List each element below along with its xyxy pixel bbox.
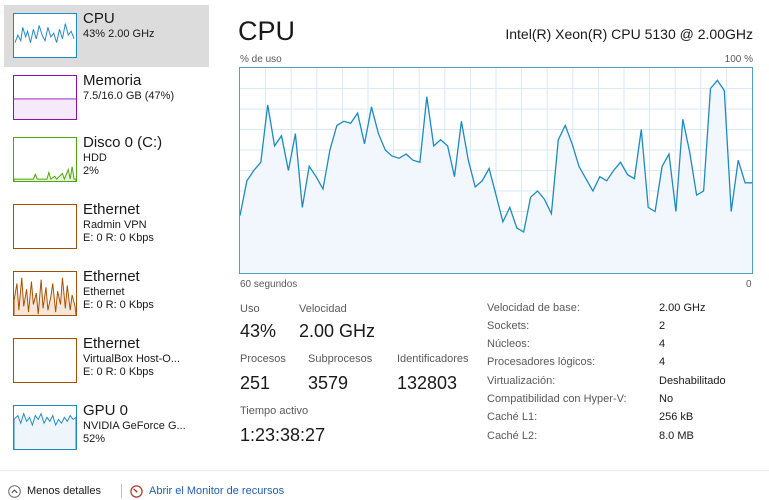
cpu-usage-graph-canvas: [240, 68, 752, 273]
sidebar-item-title: Ethernet: [83, 268, 140, 285]
disk-graph-icon: [13, 137, 77, 182]
less-details-label: Menos detalles: [27, 485, 101, 497]
handles-label: Identificadores: [397, 353, 469, 365]
sidebar-item-sub: HDD: [83, 152, 107, 164]
threads-value: 3579: [308, 373, 349, 393]
detail-label-l1-cache: Caché L1:: [487, 411, 538, 423]
detail-label-virtualization: Virtualización:: [487, 375, 556, 387]
ethernet-graph-icon: [13, 338, 77, 383]
graph-y-label: % de uso: [240, 54, 282, 65]
sidebar-item-sub: E: 0 R: 0 Kbps: [83, 232, 154, 244]
sidebar-item-memory[interactable]: Memoria 7.5/16.0 GB (47%): [4, 67, 209, 129]
usage-value: 43%: [240, 321, 277, 341]
sidebar-item-sub: E: 0 R: 0 Kbps: [83, 366, 154, 378]
sidebar-item-title: CPU: [83, 10, 115, 27]
processes-label: Procesos: [240, 353, 286, 365]
processes-value: 251: [240, 373, 271, 393]
handles-value: 132803: [397, 373, 458, 393]
cpu-model-name: Intel(R) Xeon(R) CPU 5130 @ 2.00GHz: [505, 26, 753, 42]
gpu-graph-icon: [13, 405, 77, 450]
graph-x-min-label: 0: [746, 279, 752, 290]
threads-label: Subprocesos: [308, 353, 373, 365]
sidebar-item-title: Ethernet: [83, 335, 140, 352]
detail-label-cores: Núcleos:: [487, 338, 530, 350]
ethernet-graph-icon: [13, 204, 77, 249]
detail-value-sockets: 2: [659, 320, 666, 332]
detail-value-base-speed: 2.00 GHz: [659, 302, 706, 314]
ethernet-graph-icon: [13, 271, 77, 316]
sidebar-item-cpu[interactable]: CPU 43% 2.00 GHz: [4, 5, 209, 67]
uptime-value: 1:23:38:27: [240, 425, 326, 445]
detail-value-l2-cache: 8.0 MB: [659, 430, 694, 442]
usage-label: Uso: [240, 303, 260, 315]
detail-value-cores: 4: [659, 338, 666, 350]
resource-monitor-icon: [130, 484, 143, 498]
resource-monitor-label: Abrir el Monitor de recursos: [149, 485, 285, 497]
sidebar: CPU 43% 2.00 GHz Memoria 7.5/16.0 GB (47…: [0, 0, 211, 470]
sidebar-item-sub: NVIDIA GeForce G...: [83, 420, 186, 432]
detail-label-base-speed: Velocidad de base:: [487, 302, 580, 314]
sidebar-item-sub: Ethernet: [83, 286, 125, 298]
detail-value-logical-processors: 4: [659, 356, 666, 368]
sidebar-item-title: Memoria: [83, 72, 142, 89]
speed-value: 2.00 GHz: [299, 321, 376, 341]
detail-label-hyperv: Compatibilidad con Hyper-V:: [487, 393, 627, 405]
sidebar-item-sub: 43% 2.00 GHz: [83, 28, 155, 40]
less-details-button[interactable]: Menos detalles: [8, 484, 101, 498]
graph-y-max-label: 100 %: [724, 54, 753, 65]
sidebar-item-disk0[interactable]: Disco 0 (C:) HDD 2%: [4, 129, 209, 191]
uptime-label: Tiempo activo: [240, 405, 309, 417]
chevron-up-icon: [8, 484, 21, 498]
graph-x-label: 60 segundos: [240, 279, 298, 290]
sidebar-item-sub: 2%: [83, 165, 99, 177]
detail-value-virtualization: Deshabilitado: [659, 375, 726, 387]
open-resource-monitor-link[interactable]: Abrir el Monitor de recursos: [130, 484, 284, 498]
cpu-usage-line: [240, 79, 752, 234]
cpu-usage-graph: [239, 67, 753, 274]
detail-label-sockets: Sockets:: [487, 320, 530, 332]
sidebar-item-sub: Radmin VPN: [83, 219, 147, 231]
sidebar-item-gpu0[interactable]: GPU 0 NVIDIA GeForce G... 52%: [4, 397, 209, 459]
speed-label: Velocidad: [299, 303, 347, 315]
detail-value-hyperv: No: [659, 393, 674, 405]
memory-graph-icon: [13, 75, 77, 120]
sidebar-item-sub: 7.5/16.0 GB (47%): [83, 90, 175, 102]
page-title: CPU: [238, 16, 296, 46]
detail-label-logical-processors: Procesadores lógicos:: [487, 356, 596, 368]
footer-divider: [0, 470, 769, 471]
sidebar-item-ethernet-radmin[interactable]: Ethernet Radmin VPN E: 0 R: 0 Kbps: [4, 196, 209, 258]
sidebar-item-sub: E: 0 R: 0 Kbps: [83, 299, 154, 311]
cpu-graph-icon: [13, 13, 77, 58]
sidebar-item-sub: 52%: [83, 433, 106, 445]
sidebar-item-ethernet[interactable]: Ethernet Ethernet E: 0 R: 0 Kbps: [4, 263, 209, 325]
sidebar-item-sub: VirtualBox Host-O...: [83, 353, 180, 365]
sidebar-item-ethernet-vbox[interactable]: Ethernet VirtualBox Host-O... E: 0 R: 0 …: [4, 330, 209, 392]
footer-separator: [121, 484, 122, 498]
sidebar-item-title: GPU 0: [83, 402, 129, 419]
detail-label-l2-cache: Caché L2:: [487, 430, 538, 442]
sidebar-item-title: Disco 0 (C:): [83, 134, 163, 151]
sidebar-item-title: Ethernet: [83, 201, 140, 218]
detail-value-l1-cache: 256 kB: [659, 411, 694, 423]
